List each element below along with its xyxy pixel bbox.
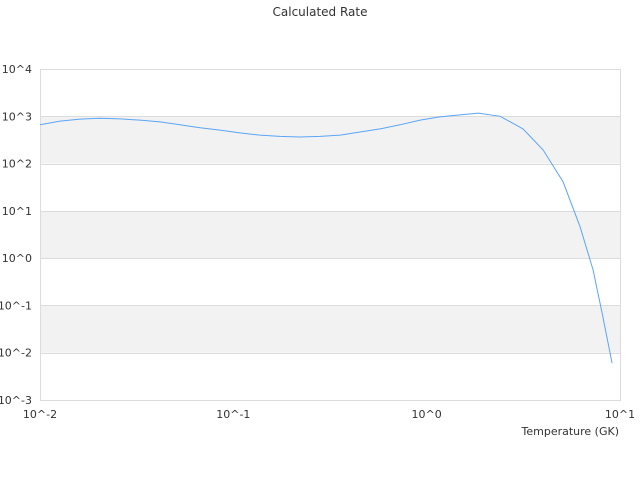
x-axis-label: Temperature (GK) (521, 425, 620, 438)
grid-band (40, 116, 620, 164)
series-line (39, 112, 613, 364)
y-tick-label: 10^4 (2, 63, 32, 76)
chart-title: Calculated Rate (273, 5, 368, 19)
y-axis: 10^-3 10^-2 10^-1 10^0 10^1 10^2 10^3 10^4 (0, 63, 32, 407)
x-axis: 10^-2 10^-1 10^0 10^1 (23, 408, 635, 421)
grid-band (40, 210, 620, 259)
x-tick-label: 10^0 (412, 408, 442, 421)
y-tick-label: 10^-3 (0, 394, 32, 407)
y-tick-label: 10^0 (2, 252, 32, 265)
x-tick-label: 10^1 (605, 408, 635, 421)
grid-band (40, 305, 620, 353)
y-tick-label: 10^1 (2, 205, 32, 218)
y-tick-label: 10^-2 (0, 347, 32, 360)
background-bands (40, 116, 620, 353)
plot-frame (40, 69, 621, 401)
y-tick-label: 10^3 (2, 110, 32, 123)
y-tick-label: 10^-1 (0, 299, 32, 312)
x-tick-label: 10^-2 (23, 408, 57, 421)
x-tick-label: 10^-1 (216, 408, 250, 421)
y-tick-label: 10^2 (2, 158, 32, 171)
